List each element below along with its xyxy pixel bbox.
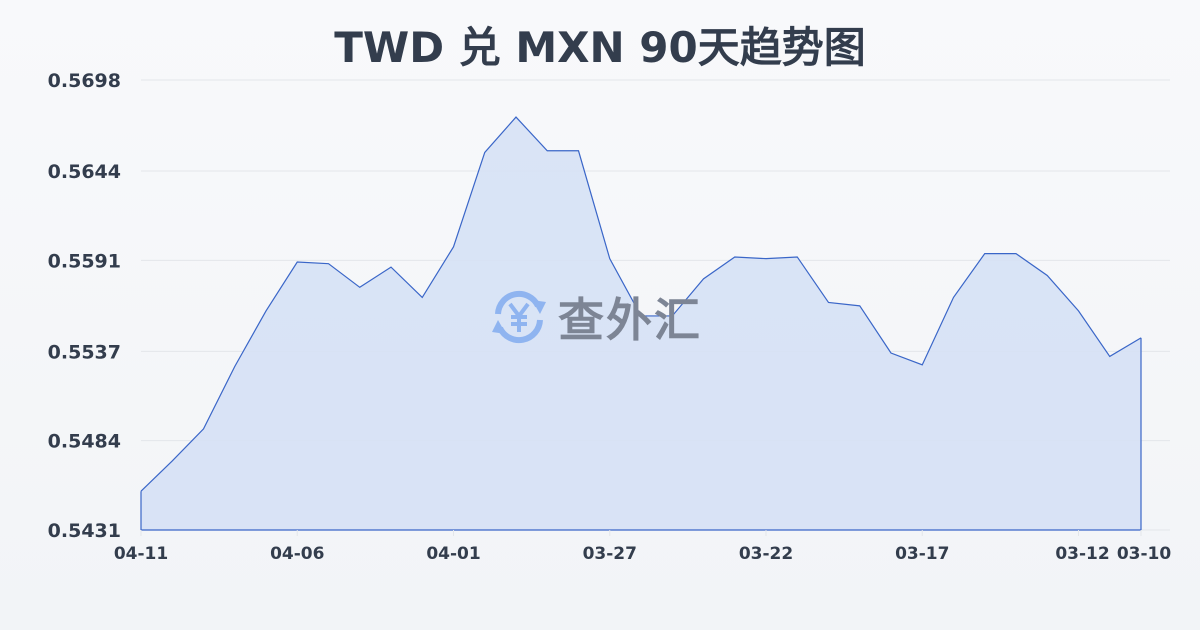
- y-tick-label: 0.5537: [48, 341, 121, 363]
- watermark: 查外汇: [488, 284, 702, 350]
- y-tick-label: 0.5698: [48, 70, 121, 92]
- x-tick-label: 03-17: [895, 544, 949, 564]
- area-fill: [141, 117, 1141, 531]
- y-tick-label: 0.5484: [48, 431, 121, 453]
- chart-title: TWD 兑 MXN 90天趋势图: [334, 23, 866, 72]
- y-tick-label: 0.5591: [48, 250, 121, 272]
- y-tick-label: 0.5431: [48, 520, 121, 542]
- x-tick-label: 03-12: [1055, 544, 1109, 564]
- x-tick-label: 04-01: [426, 544, 480, 564]
- x-tick-label: 04-06: [270, 544, 324, 564]
- x-tick-label: 03-10: [1117, 544, 1172, 564]
- y-tick-label: 0.5644: [48, 161, 121, 183]
- x-tick-label: 03-22: [739, 544, 793, 564]
- x-tick-label: 03-27: [583, 544, 637, 564]
- watermark-text: 查外汇: [558, 293, 702, 347]
- yen-exchange-icon: [492, 290, 546, 344]
- x-tick-label: 04-11: [114, 544, 168, 564]
